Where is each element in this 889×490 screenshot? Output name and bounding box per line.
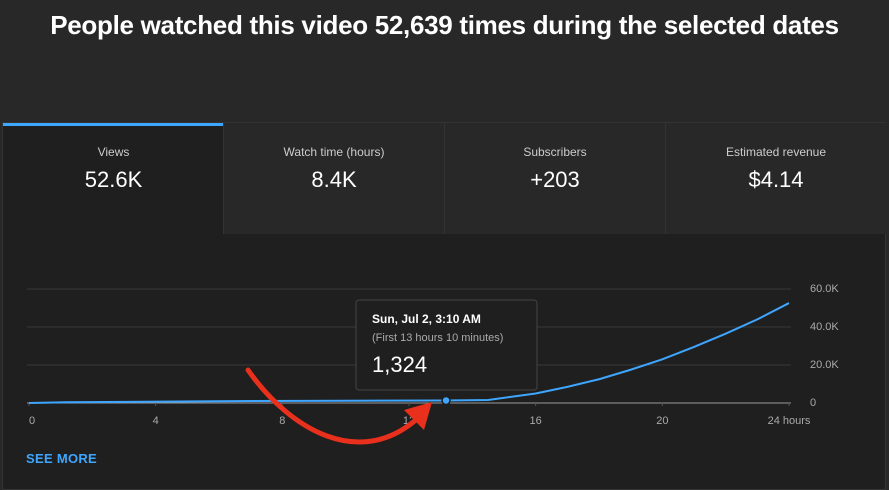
tab-value: 52.6K <box>84 167 143 192</box>
tab[interactable]: Watch time (hours) 8.4K <box>223 123 444 234</box>
tooltip-value: 1,324 <box>372 352 427 377</box>
tab[interactable]: Views 52.6K <box>3 123 224 234</box>
see-more-link[interactable]: SEE MORE <box>26 451 98 466</box>
tab-value: +203 <box>530 167 580 192</box>
y-tick-label: 0 <box>810 397 816 409</box>
x-tick-label: 16 <box>530 415 542 427</box>
tooltip-point <box>441 395 451 406</box>
tab-value: 8.4K <box>311 167 357 192</box>
page-title: People watched this video 52,639 times d… <box>50 10 839 40</box>
x-tick-label: 4 <box>153 415 159 427</box>
tab-label: Estimated revenue <box>725 145 827 159</box>
tab-value: $4.14 <box>748 167 804 192</box>
tab-label: Watch time (hours) <box>283 145 385 159</box>
annotation-arrow <box>245 367 421 445</box>
annotation-arrowhead <box>404 402 432 430</box>
tooltip-subtitle: (First 13 hours 10 minutes) <box>372 332 503 344</box>
x-tick-label: 24 hours <box>768 415 811 427</box>
tab-label: Views <box>97 145 130 159</box>
tab[interactable]: Subscribers +203 <box>444 123 665 234</box>
tab[interactable]: Estimated revenue $4.14 <box>665 123 886 234</box>
tooltip: Sun, Jul 2, 3:10 AM (First 13 hours 10 m… <box>355 299 538 391</box>
tooltip-box <box>355 299 538 391</box>
x-tick-label: 0 <box>29 415 35 427</box>
x-tick-label: 20 <box>656 415 668 427</box>
y-tick-label: 60.0K <box>810 283 839 295</box>
y-tick-label: 20.0K <box>810 359 839 371</box>
tooltip-title: Sun, Jul 2, 3:10 AM <box>372 312 481 326</box>
line-series <box>28 302 790 404</box>
y-tick-label: 40.0K <box>810 321 839 333</box>
x-tick-label: 8 <box>279 415 285 427</box>
tab-label: Subscribers <box>523 145 587 159</box>
